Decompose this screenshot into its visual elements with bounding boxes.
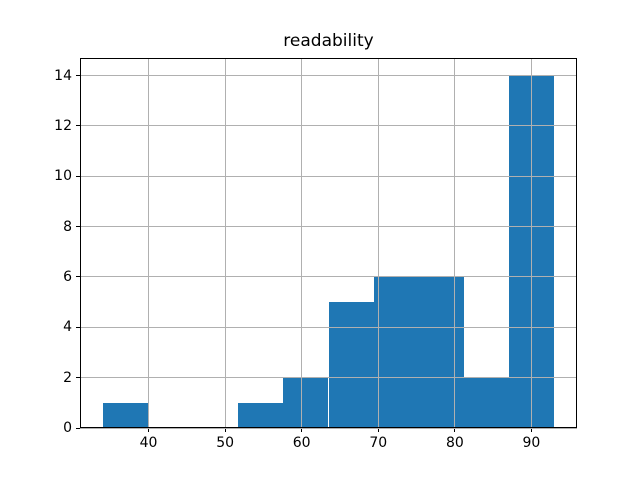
y-tick-mark: [76, 75, 80, 77]
grid-line-horizontal: [80, 276, 577, 278]
y-tick-mark: [76, 326, 80, 328]
histogram-bar: [283, 377, 329, 428]
histogram-bar: [102, 402, 148, 428]
x-tick-label: 90: [522, 435, 541, 451]
grid-line-horizontal: [80, 326, 577, 328]
x-tick-mark: [301, 428, 303, 432]
grid-layer: [80, 58, 577, 429]
histogram-bar: [328, 302, 374, 428]
grid-line-vertical: [530, 58, 532, 428]
y-tick-label: 12: [54, 117, 72, 134]
x-tick-label: 70: [369, 435, 388, 451]
axes-spines: [80, 58, 577, 428]
chart-title: readability: [283, 31, 374, 51]
y-tick-mark: [76, 377, 80, 379]
y-tick-label: 2: [63, 369, 72, 386]
grid-line-vertical: [224, 58, 226, 428]
y-tick-label: 8: [63, 218, 72, 235]
axes-area: [80, 58, 577, 429]
x-tick-mark: [224, 428, 226, 432]
y-tick-label: 14: [54, 67, 72, 84]
histogram-bar: [373, 276, 419, 428]
x-tick-label: 40: [139, 435, 158, 451]
grid-line-vertical: [377, 58, 379, 428]
grid-line-vertical: [454, 58, 456, 428]
histogram-bar: [464, 377, 510, 428]
y-tick-label: 4: [63, 319, 72, 336]
grid-line-horizontal: [80, 226, 577, 228]
grid-line-horizontal: [80, 427, 577, 429]
y-tick-label: 0: [63, 420, 72, 436]
grid-line-horizontal: [80, 125, 577, 127]
x-tick-label: 60: [292, 435, 311, 451]
x-tick-label: 80: [445, 435, 464, 451]
grid-line-horizontal: [80, 377, 577, 379]
histogram-bar: [238, 402, 284, 428]
x-tick-mark: [454, 428, 456, 432]
grid-line-vertical: [301, 58, 303, 428]
y-tick-mark: [76, 427, 80, 429]
x-tick-mark: [148, 428, 150, 432]
y-tick-mark: [76, 226, 80, 228]
x-tick-mark: [377, 428, 379, 432]
x-tick-mark: [530, 428, 532, 432]
y-tick-label: 10: [54, 168, 72, 185]
grid-line-vertical: [148, 58, 150, 428]
y-tick-mark: [76, 175, 80, 177]
y-tick-mark: [76, 276, 80, 278]
histogram-bar: [418, 276, 465, 428]
y-tick-label: 6: [63, 268, 72, 285]
y-tick-mark: [76, 125, 80, 127]
x-tick-label: 50: [216, 435, 235, 451]
grid-line-horizontal: [80, 175, 577, 177]
grid-line-horizontal: [80, 75, 577, 77]
